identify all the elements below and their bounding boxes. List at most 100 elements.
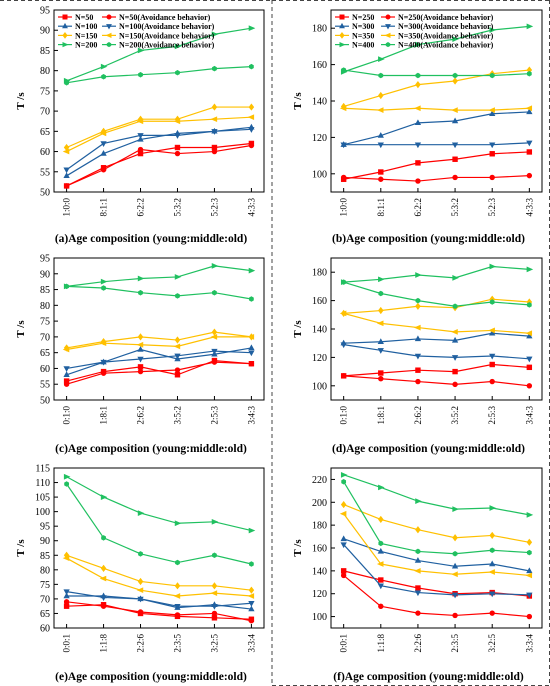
series-line <box>66 361 252 385</box>
data-point <box>137 510 145 516</box>
x-tick-label: 3:3:4 <box>246 634 256 653</box>
series-line <box>343 142 530 146</box>
data-point <box>489 547 495 554</box>
data-point <box>452 275 459 281</box>
legend-marker <box>106 24 112 30</box>
series-5 <box>63 551 255 594</box>
data-point <box>339 310 347 317</box>
data-point <box>526 266 534 273</box>
data-point <box>248 601 255 607</box>
legend-label: N=350(Avoidance behavior) <box>398 31 494 40</box>
series-line <box>66 144 252 187</box>
series-line <box>343 25 530 73</box>
data-point <box>376 320 384 327</box>
y-tick-label: 75 <box>40 580 50 591</box>
data-point <box>377 348 384 354</box>
data-point <box>174 612 181 618</box>
series-6 <box>62 555 255 599</box>
data-point <box>526 302 532 308</box>
y-tick-label: 110 <box>35 478 50 489</box>
series-4 <box>63 127 255 174</box>
x-tick-label: 1:0:0 <box>62 198 72 217</box>
x-tick-label: 2:3:5 <box>172 634 182 653</box>
data-point <box>489 531 495 540</box>
data-point <box>526 511 534 518</box>
data-point <box>378 176 384 182</box>
data-point <box>63 172 70 179</box>
data-point <box>414 335 422 342</box>
x-tick-label: 4:3:3 <box>246 198 256 217</box>
x-axis-label: (b)Age composition (young:middle:old) <box>332 233 525 245</box>
y-tick-label: 55 <box>40 167 50 178</box>
y-tick-label: 60 <box>40 364 50 375</box>
data-point <box>526 383 533 389</box>
data-point <box>378 306 384 315</box>
data-point <box>414 590 422 597</box>
series-8 <box>341 67 532 79</box>
y-tick-label: 100 <box>312 169 327 180</box>
legend-marker <box>339 22 345 29</box>
y-tick-label: 160 <box>312 60 327 71</box>
data-point <box>174 520 182 527</box>
y-tick-label: 70 <box>40 332 50 343</box>
data-point <box>526 332 533 339</box>
data-point <box>211 359 218 365</box>
data-point <box>489 110 496 116</box>
y-tick-label: 60 <box>40 624 50 635</box>
x-tick-label: 0:1:0 <box>339 406 349 425</box>
data-point <box>249 63 254 70</box>
series-8 <box>64 481 254 567</box>
data-point <box>489 174 495 181</box>
x-tick-label: 1:1:8 <box>376 634 386 653</box>
series-2 <box>63 359 255 387</box>
data-point <box>489 263 497 270</box>
data-point <box>138 551 143 557</box>
data-point <box>526 613 533 620</box>
data-point <box>138 71 143 78</box>
legend-label: N=150 <box>75 31 97 40</box>
series-line <box>66 591 252 607</box>
x-tick-label: 2:3:5 <box>450 634 460 653</box>
data-point <box>210 334 218 340</box>
data-point <box>415 297 421 304</box>
legend-marker <box>385 24 391 30</box>
data-point <box>415 526 421 534</box>
series-1 <box>340 361 533 379</box>
data-point <box>247 593 255 599</box>
data-point <box>100 370 107 376</box>
data-point <box>248 267 256 274</box>
data-point <box>248 103 255 111</box>
data-point <box>378 169 384 175</box>
data-point <box>489 27 497 33</box>
data-point <box>248 361 255 367</box>
data-point <box>452 612 458 619</box>
y-tick-label: 140 <box>312 325 327 336</box>
data-point <box>210 590 218 596</box>
data-point <box>489 142 496 149</box>
x-tick-label: 3:5:2 <box>450 406 460 425</box>
data-point <box>174 144 181 151</box>
series-line <box>66 347 252 376</box>
plot-frame <box>53 467 265 629</box>
chart-panel-f: 100 120 140 160 180 200 220 T /s 0:0:1 1:1:8 2:2:6… <box>292 467 543 683</box>
data-point <box>137 577 144 586</box>
series-line <box>66 557 252 597</box>
y-tick-label: 65 <box>40 609 50 620</box>
data-point <box>62 148 70 155</box>
x-tick-label: 3:4:3 <box>246 406 256 425</box>
legend: N=50 N=50(Avoidance behavior) N=100 N=100(A… <box>58 13 215 50</box>
data-point <box>376 107 384 113</box>
data-point <box>525 330 533 337</box>
series-line <box>66 336 252 351</box>
legend-label: N=300 <box>352 22 374 31</box>
y-tick-label: 180 <box>312 268 327 279</box>
data-point <box>173 593 181 599</box>
x-tick-label: 4:3:3 <box>524 198 534 217</box>
data-point <box>211 603 218 610</box>
data-point <box>211 31 219 38</box>
y-axis-label: T /s <box>292 92 304 110</box>
data-point <box>249 561 254 567</box>
data-point <box>341 67 347 73</box>
y-tick-label: 120 <box>312 353 327 364</box>
data-point <box>99 130 107 137</box>
